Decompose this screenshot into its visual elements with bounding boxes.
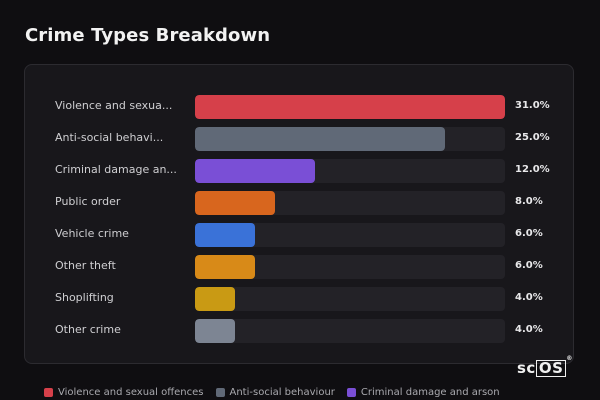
chart-title: Crime Types Breakdown: [25, 25, 271, 46]
bar-label: Public order: [55, 195, 121, 208]
bar-value-label: 4.0%: [515, 324, 543, 335]
chart-card: Violence and sexua... 31.0% Anti-social be…: [24, 64, 574, 364]
bar-track: [195, 159, 505, 183]
bar[interactable]: [195, 95, 505, 119]
bar-label: Other crime: [55, 323, 121, 336]
brand-logo: sc OS®: [517, 355, 573, 377]
legend-swatch: [215, 388, 225, 397]
bar-row: Public order 8.0%: [25, 191, 575, 215]
bar[interactable]: [195, 127, 445, 151]
bar-row: Other theft 6.0%: [25, 255, 575, 279]
bar-label: Violence and sexua...: [55, 99, 173, 112]
bar-track: [195, 255, 505, 279]
bar-row: Other crime 4.0%: [25, 319, 575, 343]
bar-track: [195, 127, 505, 151]
legend-swatch: [346, 388, 356, 397]
bar-track: [195, 287, 505, 311]
bar-track: [195, 191, 505, 215]
bar-value-label: 31.0%: [515, 100, 550, 111]
bar-row: Violence and sexua... 31.0%: [25, 95, 575, 119]
bar-label: Anti-social behavi...: [55, 131, 164, 144]
legend-swatch: [44, 388, 53, 397]
bar-value-label: 12.0%: [515, 164, 550, 175]
bar-row: Criminal damage an... 12.0%: [25, 159, 575, 183]
chart-legend: Violence and sexual offences Anti-social …: [44, 387, 500, 398]
legend-label: Anti-social behaviour: [229, 387, 335, 398]
logo-box: OS: [535, 360, 567, 377]
bar-value-label: 6.0%: [515, 228, 543, 239]
bar-value-label: 4.0%: [515, 292, 543, 303]
logo-text: sc: [517, 359, 536, 377]
bar[interactable]: [195, 319, 235, 343]
legend-item[interactable]: Anti-social behaviour: [215, 387, 335, 398]
bar-track: [195, 319, 505, 343]
bar-row: Vehicle crime 6.0%: [25, 223, 575, 247]
legend-item[interactable]: Criminal damage and arson: [346, 387, 500, 398]
bar[interactable]: [195, 255, 255, 279]
bar[interactable]: [195, 191, 275, 215]
bar-track: [195, 223, 505, 247]
legend-item[interactable]: Violence and sexual offences: [44, 387, 204, 398]
bar[interactable]: [195, 287, 235, 311]
logo-registered-mark: ®: [566, 355, 573, 362]
bar[interactable]: [195, 159, 315, 183]
bar-label: Vehicle crime: [55, 227, 129, 240]
bar-value-label: 8.0%: [515, 196, 543, 207]
bar-row: Shoplifting 4.0%: [25, 287, 575, 311]
legend-label: Violence and sexual offences: [58, 387, 204, 398]
bar-value-label: 25.0%: [515, 132, 550, 143]
bar[interactable]: [195, 223, 255, 247]
bar-row: Anti-social behavi... 25.0%: [25, 127, 575, 151]
bar-value-label: 6.0%: [515, 260, 543, 271]
bar-track: [195, 95, 505, 119]
bar-label: Shoplifting: [55, 291, 114, 304]
bar-label: Other theft: [55, 259, 116, 272]
bar-label: Criminal damage an...: [55, 163, 177, 176]
legend-label: Criminal damage and arson: [360, 387, 500, 398]
